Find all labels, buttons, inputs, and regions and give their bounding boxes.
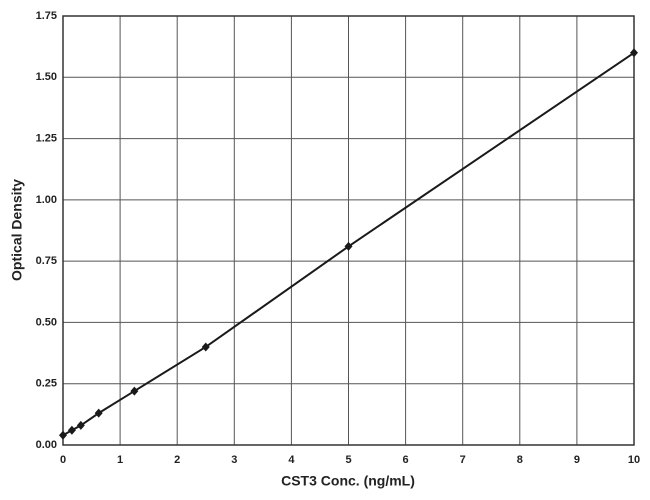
data-point bbox=[201, 342, 210, 352]
x-tick-label: 9 bbox=[574, 454, 580, 466]
y-tick-label: 0.25 bbox=[36, 378, 57, 390]
x-tick-label: 10 bbox=[628, 454, 640, 466]
y-tick-label: 0.75 bbox=[36, 255, 57, 267]
data-point bbox=[630, 48, 638, 58]
data-point bbox=[76, 420, 85, 430]
x-tick-label: 1 bbox=[117, 454, 123, 466]
x-tick-label: 0 bbox=[60, 454, 66, 466]
y-tick-label: 1.50 bbox=[36, 71, 57, 83]
data-point bbox=[344, 241, 353, 251]
data-point bbox=[94, 408, 103, 418]
y-tick-label: 1.75 bbox=[36, 10, 57, 22]
data-point bbox=[59, 430, 67, 440]
x-tick-label: 6 bbox=[403, 454, 409, 466]
plot-frame bbox=[62, 15, 635, 446]
x-axis-title: CST3 Conc. (ng/mL) bbox=[281, 473, 415, 489]
x-tick-label: 7 bbox=[460, 454, 466, 466]
data-point bbox=[130, 386, 139, 396]
y-tick-label: 0.00 bbox=[36, 439, 57, 451]
data-point bbox=[67, 425, 76, 435]
x-tick-label: 8 bbox=[517, 454, 523, 466]
x-tick-label: 5 bbox=[345, 454, 351, 466]
y-tick-label: 1.00 bbox=[36, 194, 57, 206]
y-tick-label: 1.25 bbox=[36, 132, 57, 144]
x-tick-label: 2 bbox=[174, 454, 180, 466]
x-tick-label: 4 bbox=[288, 454, 295, 466]
x-tick-label: 3 bbox=[231, 454, 237, 466]
y-axis-title: Optical Density bbox=[9, 179, 25, 281]
y-tick-label: 0.50 bbox=[36, 316, 57, 328]
